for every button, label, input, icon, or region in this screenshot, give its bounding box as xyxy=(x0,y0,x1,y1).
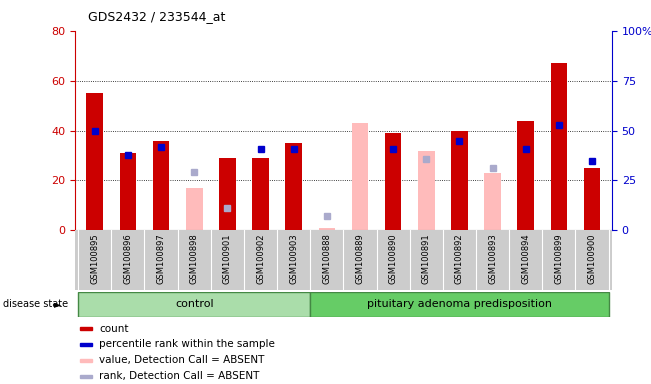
Text: disease state: disease state xyxy=(3,299,68,310)
Bar xyxy=(120,153,136,230)
Text: GSM100890: GSM100890 xyxy=(389,233,398,284)
Text: GSM100891: GSM100891 xyxy=(422,233,431,284)
Text: GSM100898: GSM100898 xyxy=(189,233,199,284)
Text: GSM100892: GSM100892 xyxy=(455,233,464,284)
Bar xyxy=(551,63,567,230)
Bar xyxy=(584,168,600,230)
Text: GSM100896: GSM100896 xyxy=(124,233,132,284)
Bar xyxy=(87,93,103,230)
Bar xyxy=(285,143,302,230)
Text: GSM100903: GSM100903 xyxy=(289,233,298,284)
Text: GSM100902: GSM100902 xyxy=(256,233,265,284)
Bar xyxy=(385,133,402,230)
Text: percentile rank within the sample: percentile rank within the sample xyxy=(99,339,275,349)
Text: GSM100899: GSM100899 xyxy=(555,233,563,284)
Bar xyxy=(311,292,609,317)
Bar xyxy=(484,173,501,230)
Bar xyxy=(219,158,236,230)
Text: GSM100901: GSM100901 xyxy=(223,233,232,284)
Bar xyxy=(186,188,202,230)
Bar xyxy=(80,327,92,330)
Bar xyxy=(153,141,169,230)
Bar xyxy=(78,292,311,317)
Bar xyxy=(219,225,236,230)
Text: value, Detection Call = ABSENT: value, Detection Call = ABSENT xyxy=(99,355,264,365)
Bar xyxy=(80,343,92,346)
Bar xyxy=(518,121,534,230)
Text: GSM100888: GSM100888 xyxy=(322,233,331,284)
Bar xyxy=(80,359,92,362)
Text: GSM100893: GSM100893 xyxy=(488,233,497,284)
Text: pituitary adenoma predisposition: pituitary adenoma predisposition xyxy=(367,299,552,310)
Text: GSM100894: GSM100894 xyxy=(521,233,531,284)
Text: ►: ► xyxy=(54,299,62,310)
Bar xyxy=(352,123,368,230)
Text: GSM100900: GSM100900 xyxy=(588,233,596,284)
Bar xyxy=(451,131,467,230)
Text: GSM100889: GSM100889 xyxy=(355,233,365,284)
Bar xyxy=(252,158,269,230)
Text: GDS2432 / 233544_at: GDS2432 / 233544_at xyxy=(88,10,225,23)
Text: GSM100897: GSM100897 xyxy=(156,233,165,284)
Text: control: control xyxy=(175,299,214,310)
Bar xyxy=(318,228,335,230)
Text: rank, Detection Call = ABSENT: rank, Detection Call = ABSENT xyxy=(99,371,259,381)
Text: GSM100895: GSM100895 xyxy=(90,233,99,284)
Bar xyxy=(418,151,435,230)
Bar xyxy=(80,375,92,377)
Text: count: count xyxy=(99,324,128,334)
